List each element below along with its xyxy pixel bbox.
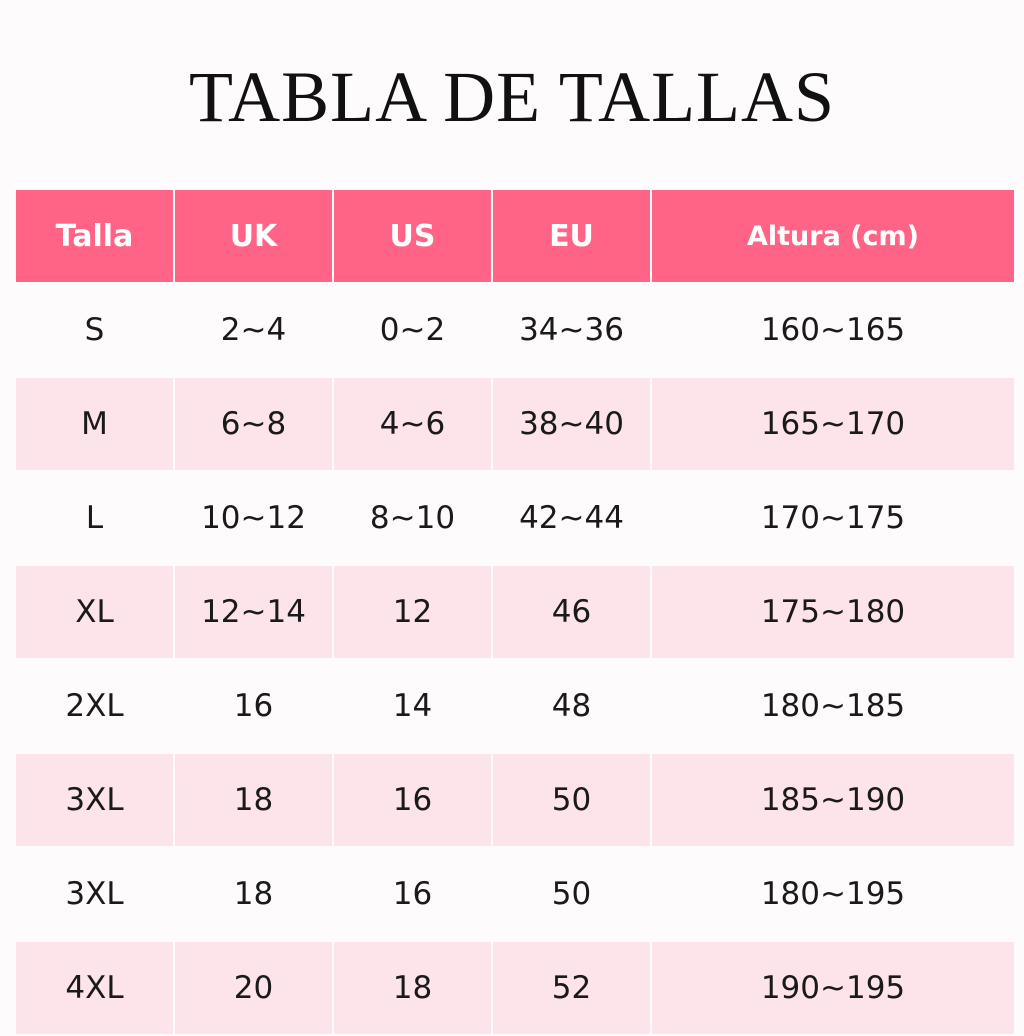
table-row: L 10~12 8~10 42~44 170~175 [16,472,1006,564]
cell-uk: 6~8 [175,378,332,470]
cell-eu: 38~40 [493,378,650,470]
cell-us: 12 [334,566,491,658]
table-row: 4XL 20 18 52 190~195 [16,942,1014,1034]
cell-uk: 2~4 [220,312,287,348]
table-row: XL 12~14 12 46 175~180 [16,566,1014,658]
cell-eu: 52 [493,942,650,1034]
header-uk: UK [175,190,332,282]
cell-uk: 10~12 [201,500,306,536]
cell-uk: 18 [233,876,274,912]
cell-talla: 3XL [65,876,124,912]
cell-talla: 4XL [16,942,173,1034]
cell-altura: 160~165 [760,312,906,348]
cell-talla: M [16,378,173,470]
cell-talla: 3XL [16,754,173,846]
cell-eu: 34~36 [519,312,624,348]
cell-us: 0~2 [379,312,446,348]
cell-us: 16 [392,876,433,912]
cell-us: 16 [334,754,491,846]
cell-altura: 180~185 [760,688,906,724]
cell-talla: L [85,500,104,536]
cell-us: 14 [392,688,433,724]
cell-us: 18 [334,942,491,1034]
cell-eu: 42~44 [519,500,624,536]
cell-talla: XL [16,566,173,658]
header-talla: Talla [16,190,173,282]
cell-eu: 48 [551,688,592,724]
cell-altura: 165~170 [652,378,1014,470]
header-us: US [334,190,491,282]
cell-altura: 185~190 [652,754,1014,846]
cell-uk: 18 [175,754,332,846]
cell-eu: 50 [493,754,650,846]
cell-uk: 20 [175,942,332,1034]
size-table: Talla UK US EU Altura (cm) S 2~4 0~2 34~36 1… [16,190,1014,1036]
cell-us: 4~6 [334,378,491,470]
cell-talla: 2XL [65,688,124,724]
cell-uk: 12~14 [175,566,332,658]
table-row: 2XL 16 14 48 180~185 [16,660,1006,752]
cell-eu: 50 [551,876,592,912]
table-row: 3XL 18 16 50 185~190 [16,754,1014,846]
header-eu: EU [493,190,650,282]
cell-altura: 190~195 [652,942,1014,1034]
cell-talla: S [84,312,105,348]
cell-altura: 170~175 [760,500,906,536]
page-title: TABLA DE TALLAS [188,57,836,137]
header-altura: Altura (cm) [652,190,1014,282]
table-row: 3XL 18 16 50 180~195 [16,848,1006,940]
cell-uk: 16 [233,688,274,724]
cell-us: 8~10 [369,500,456,536]
cell-altura: 175~180 [652,566,1014,658]
table-row: M 6~8 4~6 38~40 165~170 [16,378,1014,470]
table-row: S 2~4 0~2 34~36 160~165 [16,284,1006,376]
cell-altura: 180~195 [760,876,906,912]
table-header-row: Talla UK US EU Altura (cm) [16,190,1014,282]
cell-eu: 46 [493,566,650,658]
